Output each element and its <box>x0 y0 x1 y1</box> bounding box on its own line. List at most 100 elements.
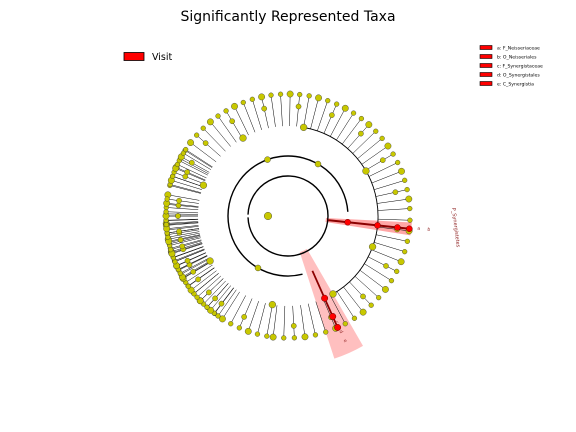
leaf-edge <box>166 218 199 221</box>
leaf-edge <box>343 286 364 313</box>
leaf-node <box>350 110 357 116</box>
leaf-edge <box>203 128 226 152</box>
leaf-node <box>264 333 270 339</box>
leaf-edge <box>180 258 210 275</box>
leaf-edge <box>317 100 328 131</box>
family-node <box>176 228 182 235</box>
order-node <box>239 134 247 142</box>
leaf-edge <box>352 131 376 154</box>
leaf-edge <box>330 295 346 324</box>
clade-legend-swatch-e <box>479 81 493 86</box>
chart-title: Significantly Represented Taxa <box>180 9 395 25</box>
family-node <box>392 189 399 195</box>
leaf-edge <box>182 261 211 279</box>
leaf-edge <box>373 180 405 190</box>
leaf-node <box>404 238 410 244</box>
leaf-edge <box>167 198 199 204</box>
leaf-node <box>215 113 221 119</box>
clade-legend-swatch-b <box>479 54 493 59</box>
leaf-edge <box>354 276 379 298</box>
leaf-edge <box>315 301 326 333</box>
family-node <box>295 103 302 110</box>
leaf-node <box>407 217 413 223</box>
leaf-edge <box>166 207 199 210</box>
leaf-node <box>402 177 408 183</box>
leaf-edge <box>322 298 336 329</box>
leaf-node <box>301 333 309 341</box>
leaf-edge <box>217 289 237 317</box>
leaf-edge <box>166 211 199 214</box>
family-node <box>190 269 197 275</box>
highlight-node-synergistetes <box>321 294 329 302</box>
leaf-edge <box>180 258 209 274</box>
phylum-label: P_Synergistetes <box>450 208 461 249</box>
clade-legend-label-b: b: O_Neisseriales <box>497 55 537 61</box>
family-node <box>176 197 182 204</box>
leaf-node <box>204 304 210 310</box>
leaf-edge <box>239 298 253 328</box>
leaf-edge <box>166 222 199 226</box>
leaf-edge <box>183 261 211 279</box>
leaf-edge <box>166 213 199 215</box>
leaf-edge <box>323 104 337 134</box>
family-node <box>195 276 201 283</box>
leaf-edge <box>176 252 207 267</box>
leaf-node <box>376 295 382 301</box>
legend-swatch-visit <box>123 52 145 61</box>
clade-legend-label-e: e: C_Synergistia <box>497 82 534 88</box>
leaf-node <box>194 294 200 300</box>
leaf-node <box>206 118 214 126</box>
leaf-edge <box>169 185 201 194</box>
leaf-edge <box>185 264 213 283</box>
leaf-node <box>258 93 265 101</box>
leaf-edge <box>234 106 249 136</box>
leaf-node <box>187 139 194 146</box>
leaf-edge <box>169 236 201 245</box>
leaf-node <box>240 99 246 106</box>
leaf-edge <box>182 260 211 278</box>
leaf-node <box>342 321 348 327</box>
leaf-edge <box>171 242 203 252</box>
leaf-edge <box>373 242 405 252</box>
leaf-node <box>373 128 379 134</box>
leaf-edge <box>272 305 278 338</box>
order-node <box>362 167 370 175</box>
leaf-node <box>404 186 410 193</box>
highlight-node-neisseriales <box>394 224 401 231</box>
leaf-edge <box>180 158 209 174</box>
order-node <box>300 123 308 131</box>
leaf-node <box>323 329 329 335</box>
clade-legend-swatch-c <box>479 63 493 68</box>
leaf-node <box>194 132 200 138</box>
leaf-edge <box>171 180 203 190</box>
leaf-node <box>382 286 389 293</box>
leaf-node <box>358 115 365 122</box>
leaf-node <box>236 325 242 331</box>
class-node <box>264 156 271 163</box>
leaf-edge <box>167 228 199 234</box>
leaf-node <box>384 142 392 150</box>
leaf-edge <box>243 102 256 133</box>
leaf-edge <box>166 202 199 207</box>
leaf-node <box>365 121 373 129</box>
leaf-edge <box>252 99 262 131</box>
leaf-edge <box>230 295 246 324</box>
leaf-edge <box>187 267 215 287</box>
leaf-edge <box>196 134 221 157</box>
leaf-edge <box>166 222 199 225</box>
leaf-node <box>312 332 319 338</box>
phylum-node <box>264 211 273 220</box>
legend-label-visit: Visit <box>152 52 173 63</box>
clade-letter-c: c <box>333 320 339 325</box>
leaf-edge <box>336 291 355 319</box>
leaf-node <box>341 104 349 112</box>
leaf-edge <box>280 94 283 127</box>
leaf-edge <box>222 291 240 320</box>
leaf-edge <box>184 150 213 168</box>
leaf-node <box>244 327 252 335</box>
leaf-edge <box>167 229 200 235</box>
family-node <box>379 157 386 163</box>
family-node <box>179 243 186 250</box>
leaf-edge <box>178 255 208 270</box>
